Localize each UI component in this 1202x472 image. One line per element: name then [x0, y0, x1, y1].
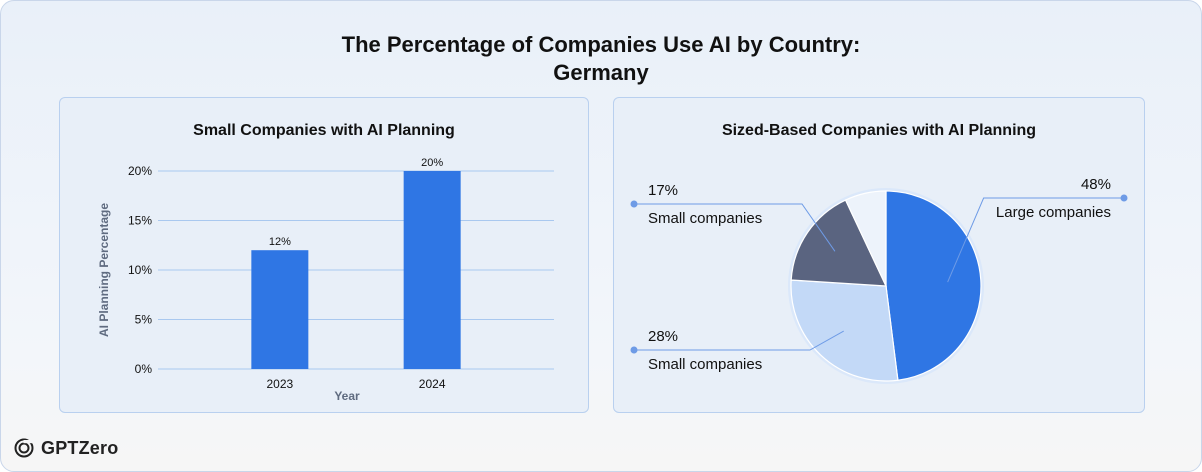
gptzero-logo-icon	[14, 438, 34, 458]
x-axis-label: Year	[334, 389, 360, 403]
pie-chart-title: Sized-Based Companies with AI Planning	[721, 122, 1037, 139]
pie-category-label: Large companies	[996, 204, 1111, 221]
pie-percent-label: 48%	[1081, 176, 1111, 193]
main-title-line-2: Germany	[553, 60, 649, 85]
pie-slice	[790, 279, 899, 382]
pie-percent-label: 28%	[648, 328, 678, 345]
main-title: The Percentage of Companies Use AI by Co…	[1, 31, 1201, 87]
y-tick-label: 5%	[135, 313, 153, 327]
bar-value-label: 12%	[269, 236, 291, 248]
pie-slice	[844, 190, 887, 287]
pie-category-label: Small companies	[648, 356, 762, 373]
pie-chart: 48% Large companies 28% Small companies 17% S…	[630, 176, 1128, 384]
bar-value-label: 20%	[421, 157, 443, 169]
x-tick-label: 2023	[266, 377, 293, 391]
pie-percent-label: 17%	[648, 182, 678, 199]
bar	[251, 250, 309, 369]
pie-slice	[885, 190, 982, 381]
y-tick-label: 10%	[128, 263, 152, 277]
pie-chart-panel: Sized-Based Companies with AI Planning 4…	[613, 97, 1145, 413]
pie-callout-dot	[1120, 194, 1128, 202]
pie-callout-line	[634, 330, 844, 351]
y-tick-label: 15%	[128, 214, 152, 228]
y-axis-label: AI Planning Percentage	[97, 203, 111, 337]
bar-chart: 0% 5% 10% 15% 20% 12% 2023 20% 2024 Year AI Planni…	[97, 157, 554, 403]
brand-logo: GPTZero	[13, 437, 118, 459]
bar	[403, 171, 461, 369]
pie-callout-dot	[630, 346, 638, 354]
pie-callout-line	[947, 197, 1124, 283]
bar-chart-panel: Small Companies with AI Planning 0% 5% 10%…	[59, 97, 589, 413]
bar-chart-title: Small Companies with AI Planning	[193, 122, 455, 139]
pie-slice	[790, 199, 887, 287]
y-tick-label: 0%	[135, 362, 153, 376]
y-tick-label: 20%	[128, 164, 152, 178]
brand-name: GPTZero	[41, 437, 119, 458]
pie-callout-dot	[630, 200, 638, 208]
pie-category-label: Small companies	[648, 210, 762, 227]
pie-callout-line	[634, 203, 836, 252]
x-tick-label: 2024	[419, 377, 446, 391]
main-title-line-1: The Percentage of Companies Use AI by Co…	[341, 32, 861, 57]
